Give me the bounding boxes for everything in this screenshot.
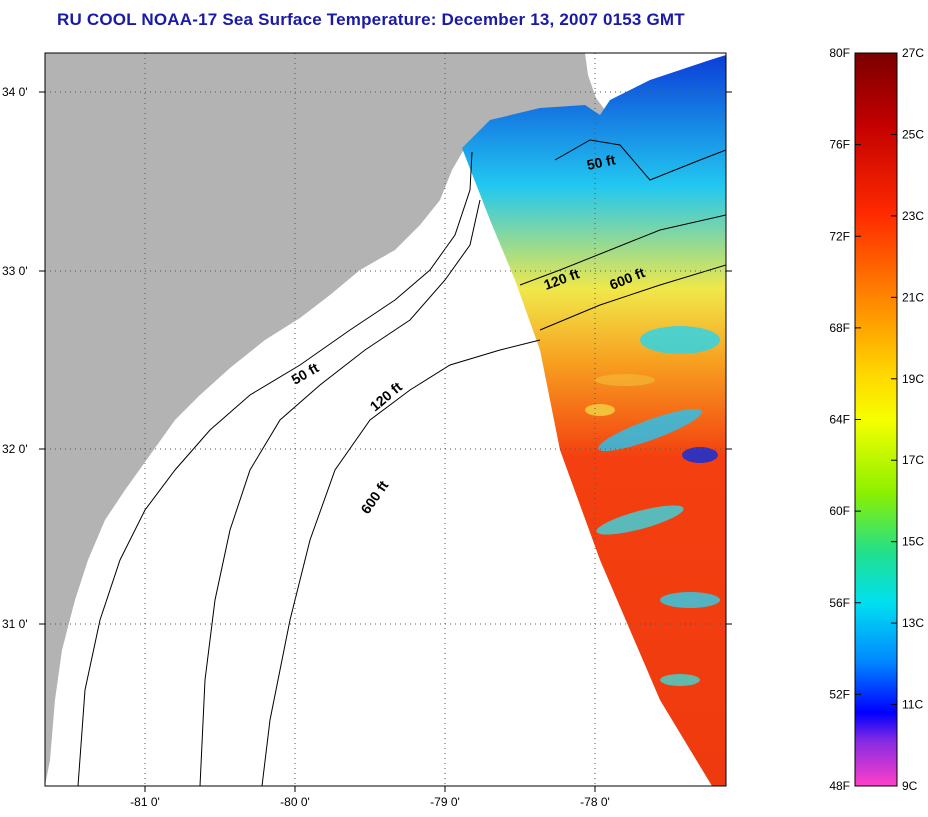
- colorbar-f-label: 52F: [829, 687, 850, 701]
- map-title: RU COOL NOAA-17 Sea Surface Temperature:…: [57, 10, 685, 29]
- bathymetry-contours: [77, 139, 726, 786]
- colorbar-c-label: 21C: [902, 290, 924, 304]
- sst-swath: [462, 55, 726, 786]
- contour-label-50ft-north: 50 ft: [585, 151, 617, 173]
- map-frame: [44, 52, 727, 787]
- lat-label-34: 34 0': [2, 85, 28, 99]
- lat-label-32: 32 0': [2, 442, 28, 456]
- colorbar-c-label: 15C: [902, 535, 924, 549]
- colorbar-c-label: 19C: [902, 372, 924, 386]
- colorbar-f-label: 76F: [829, 138, 850, 152]
- cool-water-patches: [585, 326, 720, 686]
- colorbar-c-label: 25C: [902, 127, 924, 141]
- colorbar-c-label: 11C: [902, 698, 923, 712]
- colorbar-f-label: 80F: [829, 46, 850, 60]
- colorbar-c-label: 27C: [902, 46, 924, 60]
- colorbar-f-label: 64F: [829, 413, 850, 427]
- colorbar-f-label: 56F: [829, 596, 850, 610]
- graticule: [45, 53, 726, 786]
- temperature-colorbar: [854, 52, 898, 787]
- lon-label-81: -81 0': [130, 795, 160, 809]
- colorbar-f-label: 48F: [829, 779, 850, 793]
- colorbar-c-label: 9C: [902, 779, 918, 793]
- colorbar-c-label: 13C: [902, 616, 924, 630]
- colorbar-f-label: 72F: [829, 229, 850, 243]
- axis-ticks: [39, 91, 732, 792]
- colorbar-c-label: 23C: [902, 209, 924, 223]
- lon-label-79: -79 0': [430, 795, 460, 809]
- colorbar-f-label: 60F: [829, 504, 850, 518]
- lon-label-78: -78 0': [580, 795, 610, 809]
- lat-label-33: 33 0': [2, 264, 28, 278]
- lon-label-80: -80 0': [280, 795, 310, 809]
- colorbar-f-label: 68F: [829, 321, 850, 335]
- lat-label-31: 31 0': [2, 617, 28, 631]
- land-mass: [45, 53, 605, 786]
- colorbar-c-label: 17C: [902, 453, 924, 467]
